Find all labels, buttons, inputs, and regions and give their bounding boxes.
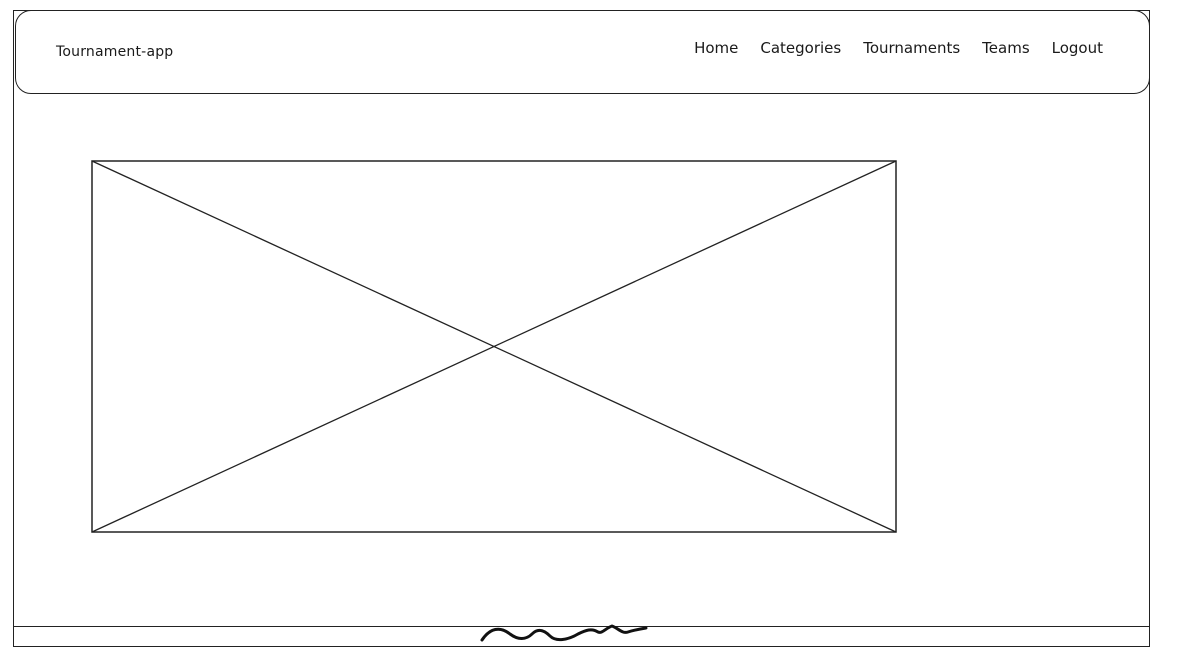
nav-link-categories[interactable]: Categories [760, 39, 842, 57]
brand-logo[interactable]: Tournament-app [56, 44, 174, 60]
navbar: Tournament-app Home Categories Tournamen… [15, 10, 1150, 94]
nav-link-tournaments[interactable]: Tournaments [863, 39, 961, 57]
nav-link-logout[interactable]: Logout [1051, 39, 1103, 57]
footer [13, 626, 1150, 647]
nav-link-teams[interactable]: Teams [982, 39, 1030, 57]
scribble-icon [478, 620, 650, 650]
image-placeholder [91, 160, 897, 533]
nav-link-home[interactable]: Home [694, 39, 739, 57]
image-placeholder-icon [91, 160, 897, 533]
nav-links: Home Categories Tournaments Teams Logout [683, 39, 1103, 57]
